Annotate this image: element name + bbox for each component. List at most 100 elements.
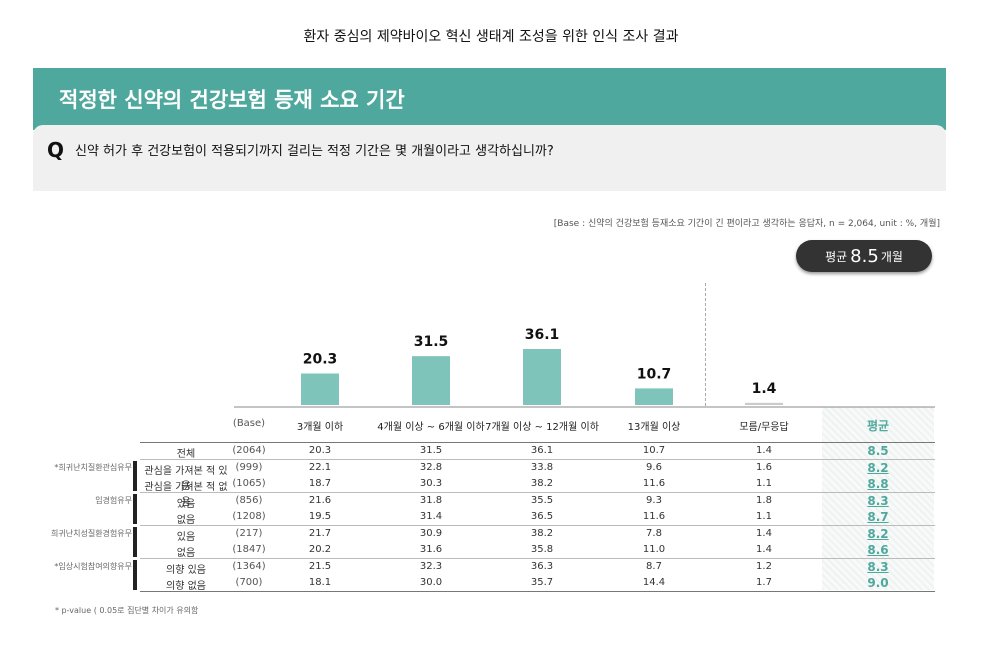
- chart-divider: [705, 283, 706, 406]
- table-divider: [140, 458, 935, 460]
- group-label: *임상시험참여의향유무: [54, 561, 132, 571]
- question-box: Q 신약 허가 후 건강보험이 적용되기까지 걸리는 적정 기간은 몇 개월이라…: [33, 125, 946, 191]
- report-title: 환자 중심의 제약바이오 혁신 생태계 조성을 위한 인식 조사 결과: [303, 29, 679, 45]
- table-cell: 18.1: [308, 577, 332, 588]
- row-label: 의향 있음: [166, 564, 206, 576]
- row-base: (1847): [232, 544, 266, 555]
- row-base: (1208): [232, 511, 266, 522]
- question-text: 신약 허가 후 건강보험이 적용되기까지 걸리는 적정 기간은 몇 개월이라고 …: [75, 144, 554, 159]
- bar-2: [412, 356, 450, 405]
- table-cell: 21.7: [308, 527, 332, 539]
- row-label: 없음: [176, 515, 196, 526]
- average-cell: 8.5: [867, 444, 889, 458]
- table-cell: 38.2: [530, 478, 554, 489]
- group-bar: [133, 559, 137, 590]
- row-label: 있음: [176, 498, 196, 510]
- category-label: 4개월 이상 ~ 6개월 이하: [377, 422, 485, 433]
- table-cell: 8.7: [646, 560, 662, 572]
- average-cell: 8.7: [867, 510, 889, 524]
- row-base: (1364): [232, 560, 266, 572]
- table-divider: [140, 590, 935, 592]
- table-cell: 21.6: [308, 494, 332, 506]
- table-divider: [140, 524, 935, 526]
- table-cell: 1.2: [756, 560, 772, 572]
- table-cell: 38.2: [530, 527, 554, 539]
- category-label: 13개월 이상: [627, 422, 681, 433]
- table-cell: 11.0: [642, 544, 666, 555]
- table-cell: 30.3: [419, 478, 443, 489]
- row-base: (1065): [232, 478, 266, 489]
- row-base: (999): [235, 461, 263, 473]
- average-header: 평균: [866, 419, 890, 433]
- table-cell: 35.8: [530, 544, 554, 555]
- average-cell: 8.6: [867, 543, 889, 557]
- group-bar: [133, 460, 137, 491]
- table-cell: 1.6: [756, 461, 772, 473]
- table-divider: [140, 491, 935, 493]
- table-cell: 1.4: [756, 445, 772, 456]
- table-cell: 10.7: [642, 445, 666, 456]
- row-base: (217): [235, 527, 263, 539]
- table-cell: 35.7: [530, 577, 554, 588]
- table-cell: 19.5: [308, 511, 332, 522]
- table-cell: 32.8: [419, 461, 443, 473]
- row-label: 관심을 가져본 적 없음: [144, 482, 228, 508]
- average-cell: 9.0: [867, 576, 889, 590]
- section-title: 적정한 신약의 건강보험 등재 소요 기간: [59, 88, 405, 112]
- table-cell: 31.8: [419, 494, 443, 506]
- bar-4: [635, 388, 673, 405]
- average-cell: 8.2: [867, 460, 889, 475]
- table-cell: 18.7: [308, 478, 332, 489]
- bar-value-label: 20.3: [303, 352, 338, 368]
- table-cell: 1.7: [756, 577, 772, 588]
- average-cell: 8.3: [867, 559, 889, 574]
- table-cell: 9.3: [646, 494, 662, 506]
- table-cell: 7.8: [646, 527, 662, 539]
- table-cell: 14.4: [642, 577, 666, 588]
- group-label: 희귀난치성질환경험유무: [51, 528, 132, 538]
- group-label: *희귀난치질환관심유무: [54, 462, 132, 472]
- average-column-bg: [822, 407, 934, 590]
- group-bar: [133, 493, 137, 524]
- bar-3: [523, 349, 561, 405]
- bar-value-label: 10.7: [637, 366, 672, 382]
- table-cell: 11.6: [642, 511, 666, 522]
- table-cell: 11.6: [642, 478, 666, 489]
- table-cell: 36.1: [530, 445, 554, 456]
- table-cell: 1.8: [756, 494, 772, 506]
- table-cell: 33.8: [530, 461, 554, 473]
- table-cell: 1.1: [756, 478, 772, 489]
- table-cell: 1.1: [756, 511, 772, 522]
- base-header: (Base): [232, 418, 266, 429]
- table-cell: 21.5: [308, 560, 332, 572]
- base-note: [Base : 신약의 건강보험 등재소요 기간이 긴 편이라고 생각하는 응답…: [553, 219, 940, 229]
- category-label: 7개월 이상 ~ 12개월 이하: [485, 422, 599, 433]
- row-label: 없음: [176, 548, 196, 559]
- row-label: 전체: [176, 449, 196, 460]
- group-bar: [133, 526, 137, 557]
- bar-5: [745, 402, 783, 405]
- table-cell: 31.6: [419, 544, 443, 555]
- table-cell: 9.6: [646, 461, 662, 473]
- category-label: 모름/무응답: [739, 422, 789, 433]
- bar-value-label: 31.5: [414, 334, 449, 350]
- average-badge: 평균 8.5 개월: [796, 240, 932, 272]
- average-cell: 8.3: [867, 493, 889, 508]
- table-cell: 36.5: [530, 511, 554, 522]
- row-label: 의향 없음: [166, 581, 206, 592]
- average-badge-prefix: 평균: [825, 249, 848, 264]
- table-cell: 30.9: [419, 527, 443, 539]
- table-cell: 36.3: [530, 560, 554, 572]
- row-base: (856): [235, 494, 263, 506]
- table-cell: 30.0: [419, 577, 443, 588]
- average-cell: 8.8: [867, 477, 889, 491]
- average-badge-suffix: 개월: [880, 249, 903, 264]
- table-cell: 20.2: [308, 544, 332, 555]
- table-cell: 1.4: [756, 527, 772, 539]
- row-base: (2064): [232, 445, 266, 456]
- table-cell: 35.5: [530, 494, 554, 506]
- table-divider: [140, 557, 935, 559]
- bar-1: [301, 373, 339, 405]
- table-cell: 31.4: [419, 511, 443, 522]
